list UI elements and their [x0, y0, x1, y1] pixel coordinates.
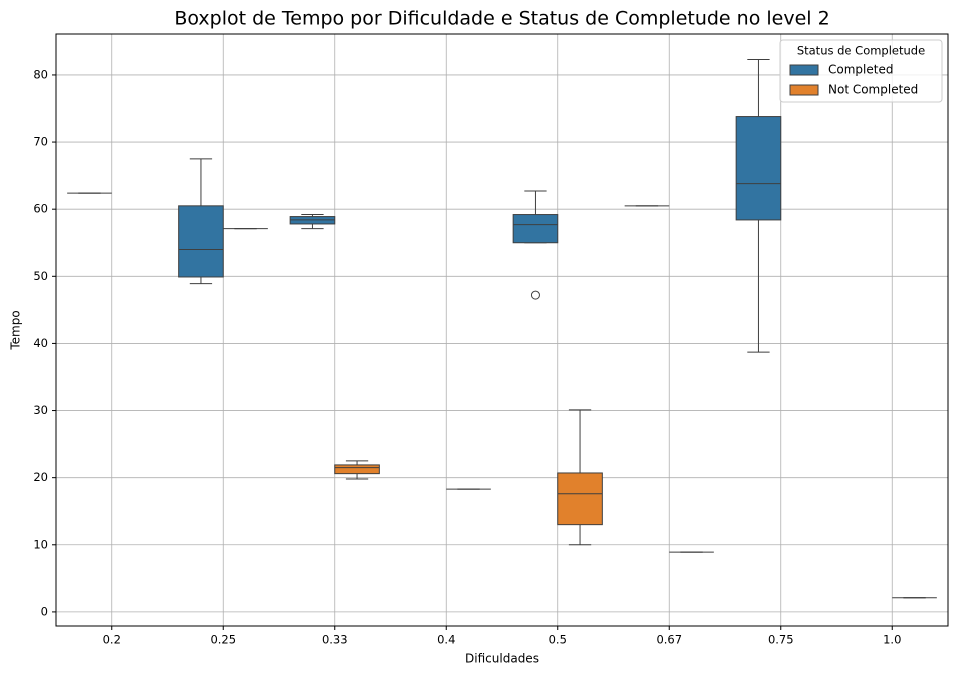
- x-tick-label: 0.33: [322, 633, 348, 647]
- x-tick-label: 1.0: [883, 633, 901, 647]
- box: [512, 214, 559, 244]
- x-tick-label: 0.5: [549, 633, 567, 647]
- x-tick-label: 0.4: [437, 633, 455, 647]
- x-tick-label: 0.67: [656, 633, 682, 647]
- y-axis-label: Tempo: [9, 310, 23, 350]
- box: [334, 464, 380, 475]
- box: [557, 472, 603, 526]
- y-tick-label: 0: [41, 604, 48, 618]
- box: [178, 205, 224, 278]
- outlier: [530, 290, 540, 300]
- legend-title: Status de Completude: [797, 44, 925, 58]
- chart-title: Boxplot de Tempo por Dificuldade e Statu…: [174, 8, 829, 30]
- legend-label: Not Completed: [828, 83, 918, 97]
- box: [735, 116, 782, 221]
- y-tick-label: 20: [33, 470, 48, 484]
- x-tick-label: 0.75: [768, 633, 794, 647]
- y-tick-label: 30: [33, 403, 48, 417]
- legend-box: [779, 39, 943, 103]
- legend-swatch: [789, 64, 819, 76]
- legend-label: Completed: [828, 63, 893, 77]
- y-tick-label: 10: [33, 537, 48, 551]
- y-tick-label: 70: [33, 135, 48, 149]
- y-tick-label: 60: [33, 202, 48, 216]
- x-tick-label: 0.25: [210, 633, 236, 647]
- y-tick-label: 50: [33, 269, 48, 283]
- legend-swatch: [789, 84, 819, 96]
- plot-frame: [55, 33, 949, 627]
- x-axis-label: Dificuldades: [465, 652, 539, 666]
- y-tick-label: 80: [33, 67, 48, 81]
- x-tick-label: 0.2: [103, 633, 121, 647]
- y-tick-label: 40: [33, 336, 48, 350]
